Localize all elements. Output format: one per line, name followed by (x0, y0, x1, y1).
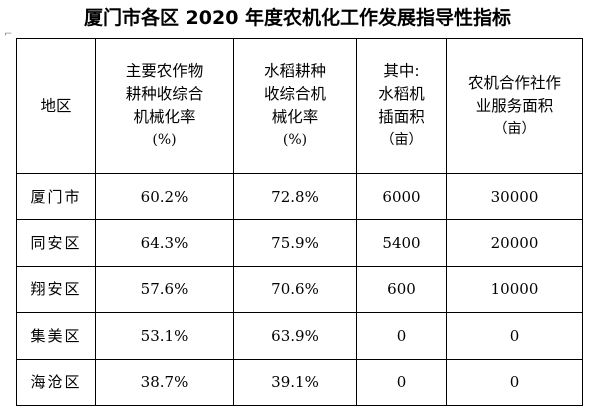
header-line: 水稻机 (378, 85, 425, 103)
cell-rice-planting-area: 0 (356, 358, 447, 407)
cell-crop-rate: 38.7% (95, 358, 234, 407)
table-header-row: 地区 主要农作物 耕种收综合 机械化率 (%) 水稻耕种 收综合机 械化率 (%… (16, 38, 583, 174)
cell-rice-planting-area: 600 (356, 265, 447, 314)
cell-rice-rate: 72.8% (233, 172, 357, 221)
header-line: 其中: (383, 62, 420, 80)
cell-coop-service-area: 20000 (446, 219, 583, 267)
cell-anchor-icon: ⌐ (4, 29, 13, 40)
cell-region: 集美区 (16, 312, 96, 360)
cell-crop-rate: 57.6% (95, 265, 234, 314)
header-line: 械化率 (271, 108, 319, 126)
cell-coop-service-area: 30000 (446, 172, 583, 221)
cell-coop-service-area: 10000 (446, 265, 583, 314)
cell-region: 翔安区 (16, 265, 96, 314)
header-unit: (%) (282, 132, 308, 148)
cell-region: 厦门市 (16, 172, 96, 221)
header-line: 收综合机 (263, 85, 326, 103)
header-line: 农机合作社作 (467, 73, 561, 92)
cell-rice-planting-area: 0 (356, 312, 447, 360)
cell-crop-rate: 64.3% (95, 219, 234, 267)
cell-rice-planting-area: 6000 (356, 172, 447, 221)
header-line: 主要农作物 (125, 62, 204, 80)
header-line: 耕种收综合 (125, 85, 204, 103)
cell-rice-rate: 75.9% (233, 219, 357, 267)
header-line: 插面积 (378, 108, 425, 126)
header-region: 地区 (16, 38, 96, 174)
cell-region: 同安区 (16, 219, 96, 267)
header-unit: (%) (152, 132, 177, 148)
header-line: 地区 (40, 96, 72, 115)
cell-crop-rate: 53.1% (95, 312, 234, 360)
header-unit: （亩） (493, 120, 536, 137)
header-rice-mechanization-rate: 水稻耕种 收综合机 械化率 (%) (233, 38, 357, 174)
table-row: 厦门市 60.2% 72.8% 6000 30000 (16, 172, 583, 221)
table-row: 海沧区 38.7% 39.1% 0 0 (16, 358, 583, 407)
header-crop-mechanization-rate: 主要农作物 耕种收综合 机械化率 (%) (95, 38, 234, 174)
cell-coop-service-area: 0 (446, 312, 583, 360)
header-rice-planting-area: 其中: 水稻机 插面积 （亩） (356, 38, 447, 174)
cell-region: 海沧区 (16, 358, 96, 407)
table-row: 翔安区 57.6% 70.6% 600 10000 (16, 265, 583, 314)
cell-rice-planting-area: 5400 (356, 219, 447, 267)
cell-crop-rate: 60.2% (95, 172, 234, 221)
header-coop-service-area: 农机合作社作 业服务面积 （亩） (446, 38, 583, 174)
indicator-table: 地区 主要农作物 耕种收综合 机械化率 (%) 水稻耕种 收综合机 械化率 (%… (16, 38, 583, 407)
header-unit: （亩） (380, 132, 423, 148)
header-line: 水稻耕种 (263, 62, 326, 80)
cell-rice-rate: 39.1% (233, 358, 357, 407)
header-line: 机械化率 (133, 108, 196, 126)
cell-rice-rate: 63.9% (233, 312, 357, 360)
cell-coop-service-area: 0 (446, 358, 583, 407)
header-line: 业服务面积 (475, 96, 554, 115)
page-title: 厦门市各区 2020 年度农机化工作发展指导性指标 (83, 7, 512, 29)
table-row: 集美区 53.1% 63.9% 0 0 (16, 312, 583, 360)
table-row: 同安区 64.3% 75.9% 5400 20000 (16, 219, 583, 267)
cell-rice-rate: 70.6% (233, 265, 357, 314)
